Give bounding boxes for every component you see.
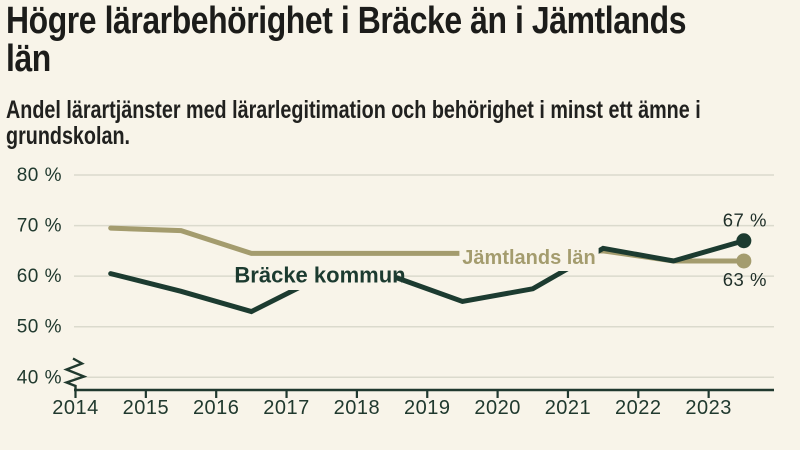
x-tick-label: 2014 [52,397,99,419]
y-tick-label: 80 % [17,165,62,186]
x-tick-label: 2015 [123,397,170,419]
y-tick-label: 40 % [17,367,62,388]
gridlines [74,174,774,379]
chart-subtitle: Andel lärartjänster med lärarlegitimatio… [6,97,800,149]
series-end-value-label: 63 % [723,269,767,290]
y-tick-label: 50 % [17,317,62,338]
chart-title: Högre lärarbehörighet i Bräcke än i Jämt… [6,2,800,78]
chart-subtitle-line-2: grundskolan. [6,122,131,150]
axis-break-icon [63,357,88,391]
x-tick-label: 2020 [474,397,521,419]
y-tick-label: 60 % [17,266,62,287]
x-tick-label: 2023 [685,397,732,419]
y-tick-label: 70 % [17,216,62,237]
chart-title-line-2: län [6,38,51,80]
x-tick-label: 2021 [545,397,592,419]
x-tick-label: 2018 [334,397,381,419]
x-axis: 2014 2015 2016 2017 2018 2019 2020 2021 2022 2023 [52,388,774,419]
y-axis-labels: 80 % 70 % 60 % 50 % 40 % [17,165,62,388]
chart-title-line-1: Högre lärarbehörighet i Bräcke än i Jämt… [6,0,687,42]
chart-subtitle-line-1: Andel lärartjänster med lärarlegitimatio… [6,96,701,124]
series-inline-label: Jämtlands län [462,247,595,269]
series-end-dot [736,233,752,249]
series-line-br-cke-kommun [108,238,747,315]
series-label-halo [243,260,397,290]
series-inline-label: Bräcke kommun [234,263,405,288]
x-tick-label: 2022 [615,397,662,419]
series-label-halo [459,243,599,271]
series-end-dot [736,253,752,269]
x-tick-label: 2019 [404,397,451,419]
x-tick-label: 2017 [263,397,310,419]
x-tick-label: 2016 [193,397,240,419]
series-end-value-label: 67 % [723,210,767,231]
